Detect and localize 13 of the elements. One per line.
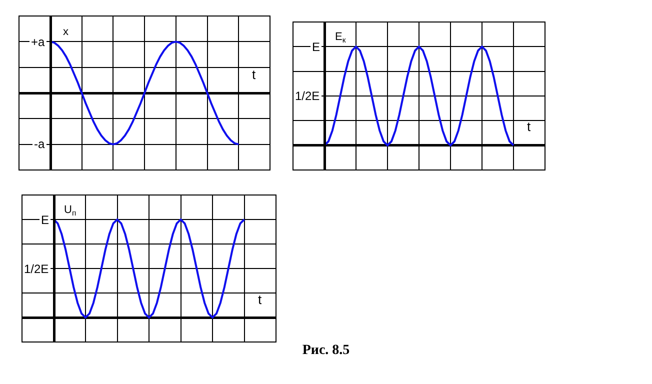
y-axis-title: U$_{п}$ — [64, 204, 76, 218]
annotation: 1/2E — [24, 262, 49, 276]
annotation: -a — [34, 137, 45, 151]
text: Рис. 8.5 — [301, 343, 351, 359]
y-axis-title: x — [63, 26, 69, 38]
annotation: 1/2E — [295, 89, 320, 103]
y-axis-title: E$_{к}$ — [335, 31, 346, 44]
x-axis-title: t — [258, 292, 262, 307]
annotation: E — [41, 213, 50, 227]
annotation: E — [312, 40, 320, 54]
annotation: +a — [31, 35, 46, 49]
x-axis-title: t — [527, 119, 531, 134]
x-axis-title: t — [252, 67, 256, 82]
